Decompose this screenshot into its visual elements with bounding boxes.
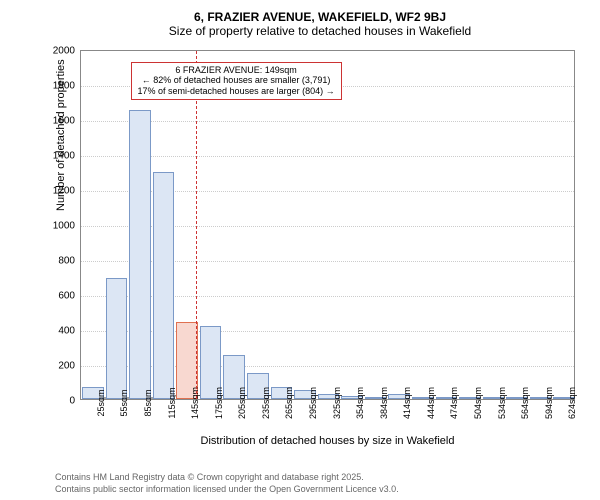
xtick-label: 235sqm	[261, 387, 271, 419]
xtick-label: 414sqm	[402, 387, 412, 419]
ytick-label: 200	[58, 361, 75, 372]
annotation-line: 17% of semi-detached houses are larger (…	[138, 86, 335, 97]
histogram-bar	[106, 278, 128, 399]
annotation-box: 6 FRAZIER AVENUE: 149sqm← 82% of detache…	[131, 62, 342, 100]
ytick-label: 1800	[53, 81, 75, 92]
annotation-line: 6 FRAZIER AVENUE: 149sqm	[138, 65, 335, 76]
gridline	[81, 156, 574, 157]
ytick-label: 1000	[53, 221, 75, 232]
x-axis-label: Distribution of detached houses by size …	[201, 435, 455, 447]
xtick-label: 504sqm	[473, 387, 483, 419]
ytick-label: 0	[69, 396, 75, 407]
chart-title-main: 6, FRAZIER AVENUE, WAKEFIELD, WF2 9BJ	[50, 10, 590, 24]
xtick-label: 474sqm	[449, 387, 459, 419]
reference-line	[196, 51, 197, 399]
ytick-label: 800	[58, 256, 75, 267]
xtick-label: 115sqm	[167, 387, 177, 418]
ytick-label: 1400	[53, 151, 75, 162]
xtick-label: 25sqm	[96, 389, 106, 416]
xtick-label: 265sqm	[284, 387, 294, 419]
xtick-label: 325sqm	[332, 387, 342, 419]
xtick-label: 444sqm	[426, 387, 436, 419]
footer-copyright-2: Contains public sector information licen…	[55, 484, 399, 494]
histogram-bar	[129, 110, 151, 399]
xtick-label: 624sqm	[567, 387, 577, 419]
ytick-label: 600	[58, 291, 75, 302]
xtick-label: 295sqm	[308, 387, 318, 419]
annotation-line: ← 82% of detached houses are smaller (3,…	[138, 75, 335, 86]
xtick-label: 564sqm	[520, 387, 530, 419]
xtick-label: 175sqm	[214, 387, 224, 419]
footer-copyright-1: Contains HM Land Registry data © Crown c…	[55, 472, 364, 482]
ytick-label: 2000	[53, 46, 75, 57]
xtick-label: 354sqm	[355, 387, 365, 419]
chart-container: 6, FRAZIER AVENUE, WAKEFIELD, WF2 9BJ Si…	[50, 10, 590, 440]
xtick-label: 594sqm	[544, 387, 554, 419]
xtick-label: 205sqm	[237, 387, 247, 419]
plot-area: Number of detached properties Distributi…	[80, 50, 575, 400]
xtick-label: 55sqm	[119, 389, 129, 416]
ytick-label: 1600	[53, 116, 75, 127]
gridline	[81, 121, 574, 122]
histogram-bar	[153, 172, 175, 400]
xtick-label: 534sqm	[497, 387, 507, 419]
xtick-label: 85sqm	[143, 389, 153, 416]
ytick-label: 400	[58, 326, 75, 337]
ytick-label: 1200	[53, 186, 75, 197]
xtick-label: 384sqm	[379, 387, 389, 419]
chart-title-sub: Size of property relative to detached ho…	[50, 24, 590, 38]
